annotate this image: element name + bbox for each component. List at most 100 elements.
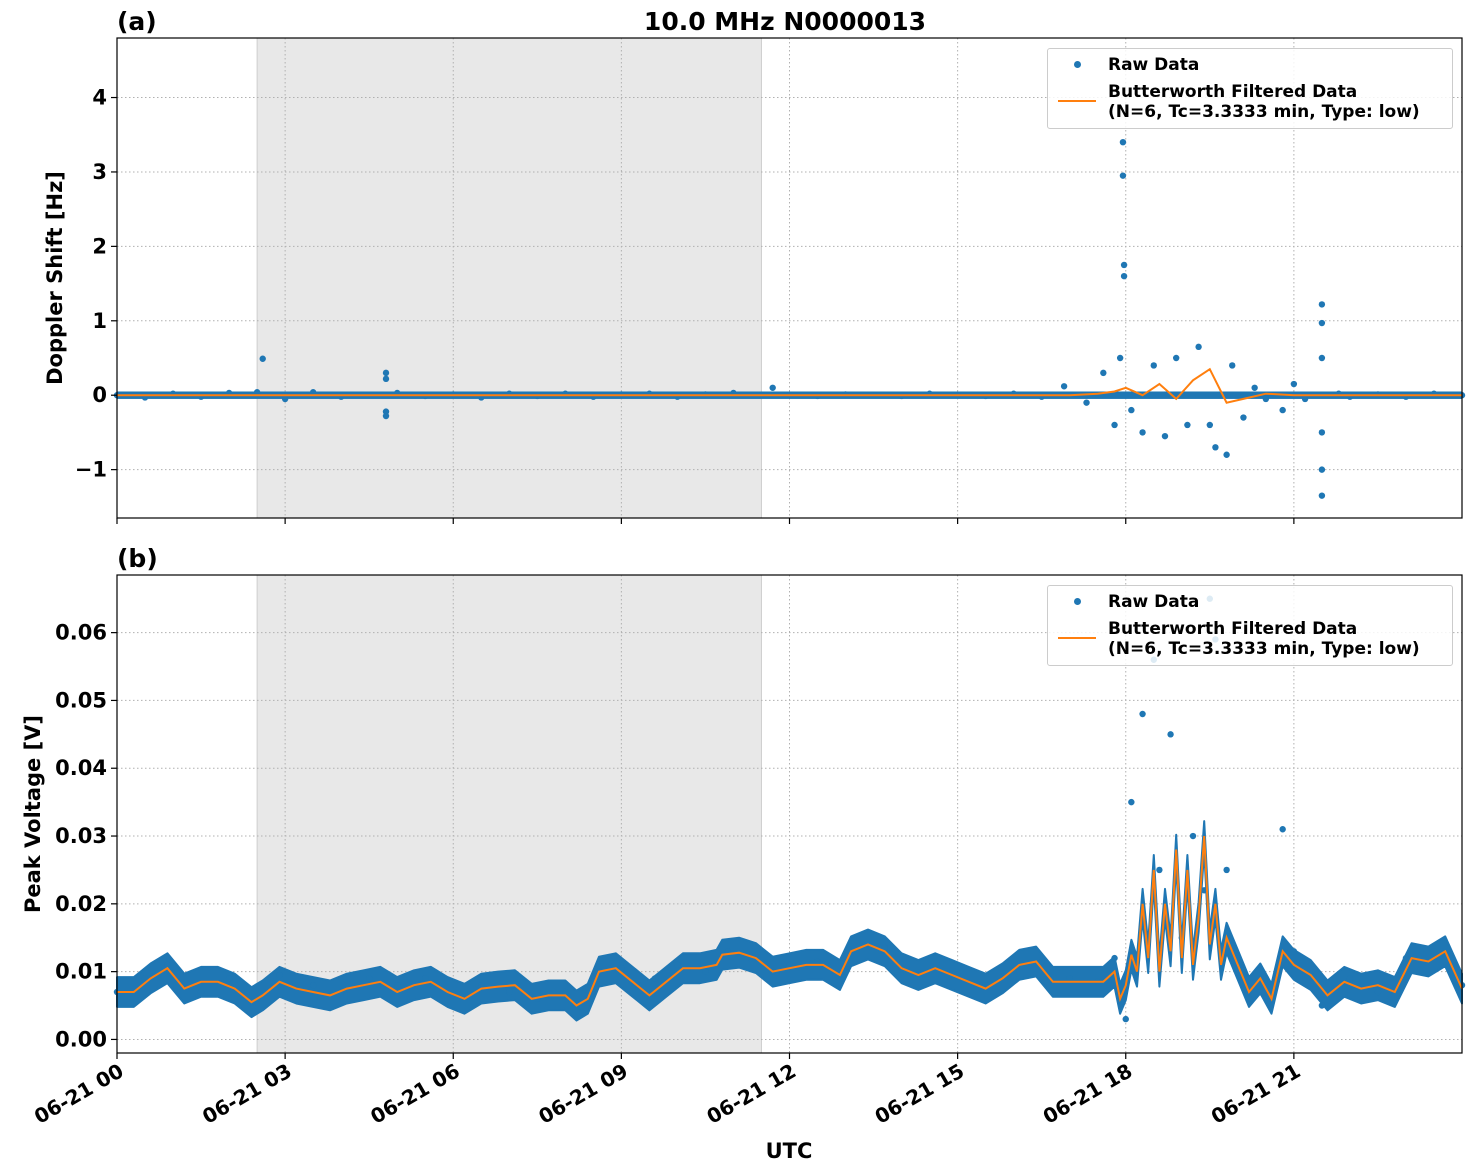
raw-point bbox=[1119, 138, 1127, 146]
raw-point bbox=[881, 944, 888, 952]
legend-label-filtered-a: Butterworth Filtered Data (N=6, Tc=3.333… bbox=[1108, 82, 1420, 122]
raw-point bbox=[651, 975, 659, 982]
raw-point bbox=[1189, 832, 1197, 840]
raw-point bbox=[1301, 395, 1309, 403]
ylabel-b: Peak Voltage [V] bbox=[21, 715, 45, 913]
raw-point bbox=[197, 988, 205, 996]
ytick-label: 1 bbox=[92, 309, 107, 333]
raw-point bbox=[1156, 866, 1163, 874]
xtick-label: 06-21 18 bbox=[1039, 1059, 1137, 1129]
raw-point bbox=[164, 961, 171, 969]
raw-point bbox=[1038, 958, 1045, 965]
raw-point bbox=[578, 1009, 586, 1016]
raw-point bbox=[1318, 466, 1326, 473]
xtick-label: 06-21 09 bbox=[534, 1059, 632, 1129]
chart-title: 10.0 MHz N0000013 bbox=[644, 7, 926, 36]
ytick-label: 0 bbox=[92, 383, 107, 407]
raw-point bbox=[1279, 406, 1286, 414]
filtered-series-b bbox=[117, 835, 1463, 1007]
legend-b: Raw Data Butterworth Filtered Data (N=6,… bbox=[1047, 585, 1453, 666]
ytick-label: 0.02 bbox=[55, 892, 107, 916]
dot-marker-icon bbox=[1058, 55, 1096, 75]
raw-point bbox=[1128, 798, 1135, 806]
legend-entry-raw-b: Raw Data bbox=[1058, 592, 1438, 612]
raw-point bbox=[1318, 429, 1326, 436]
xtick-label: 06-21 15 bbox=[871, 1059, 969, 1129]
ytick-label: 3 bbox=[92, 160, 107, 184]
shaded-region bbox=[256, 37, 762, 519]
yticks-b: 0.00 0.01 0.02 0.03 0.04 0.05 0.06 bbox=[55, 621, 117, 1051]
raw-point bbox=[1290, 380, 1298, 388]
xtick-label: 06-21 03 bbox=[198, 1059, 296, 1129]
raw-point bbox=[842, 968, 849, 975]
raw-point bbox=[1139, 429, 1146, 436]
grid-b bbox=[117, 575, 1462, 1053]
raw-point bbox=[1184, 421, 1191, 429]
raw-point bbox=[141, 975, 149, 982]
raw-point bbox=[1245, 995, 1253, 1002]
raw-point bbox=[1116, 354, 1124, 362]
raw-point bbox=[1318, 1002, 1326, 1009]
ylabel-a: Doppler Shift [Hz] bbox=[43, 171, 67, 385]
raw-point bbox=[1318, 301, 1326, 308]
raw-point bbox=[618, 965, 625, 972]
raw-point bbox=[1120, 272, 1128, 280]
night-shading-a bbox=[256, 37, 762, 519]
raw-point bbox=[382, 375, 390, 383]
xtick-label: 06-21 12 bbox=[702, 1059, 800, 1129]
line-marker-icon bbox=[1058, 619, 1096, 639]
raw-point bbox=[1122, 1015, 1129, 1023]
raw-point bbox=[1150, 362, 1157, 369]
raw-point bbox=[1374, 988, 1382, 996]
raw-point bbox=[1318, 319, 1326, 327]
xtick-label: 06-21 21 bbox=[1207, 1059, 1305, 1129]
raw-point bbox=[1240, 414, 1247, 421]
legend-entry-filtered-b: Butterworth Filtered Data (N=6, Tc=3.333… bbox=[1058, 619, 1438, 659]
raw-point bbox=[1212, 444, 1219, 451]
raw-point bbox=[1262, 975, 1270, 982]
raw-point bbox=[1279, 826, 1286, 833]
xtick-label: 06-21 06 bbox=[366, 1059, 464, 1129]
ytick-label: 2 bbox=[92, 234, 107, 258]
raw-point bbox=[309, 389, 317, 396]
raw-point bbox=[382, 408, 390, 415]
legend-entry-raw-a: Raw Data bbox=[1058, 55, 1438, 75]
raw-point bbox=[1172, 354, 1180, 362]
raw-point bbox=[1060, 383, 1068, 390]
ytick-label: −1 bbox=[75, 458, 107, 482]
legend-label-raw-b: Raw Data bbox=[1108, 592, 1200, 612]
legend-entry-filtered-a: Butterworth Filtered Data (N=6, Tc=3.333… bbox=[1058, 82, 1438, 122]
raw-point bbox=[365, 975, 373, 982]
raw-point bbox=[394, 981, 401, 989]
raw-point bbox=[1206, 421, 1214, 429]
filtered-line bbox=[117, 367, 1462, 404]
raw-point bbox=[1066, 975, 1073, 982]
filtered-series-a bbox=[117, 367, 1462, 404]
ytick-label: 0.05 bbox=[55, 688, 107, 712]
raw-point bbox=[702, 968, 709, 975]
raw-point bbox=[674, 961, 681, 969]
raw-point bbox=[1119, 172, 1127, 179]
raw-point bbox=[1223, 866, 1230, 874]
raw-point bbox=[259, 355, 266, 362]
filtered-line bbox=[117, 835, 1463, 1007]
raw-point bbox=[786, 961, 793, 969]
ytick-label: 0.00 bbox=[55, 1027, 107, 1051]
raw-point bbox=[1290, 948, 1298, 955]
panel-label-b: (b) bbox=[117, 544, 158, 573]
ytick-label: 0.03 bbox=[55, 824, 107, 848]
ytick-label: 0.01 bbox=[55, 960, 107, 984]
raw-point bbox=[225, 975, 233, 982]
xticks-b: 06-21 00 06-21 03 06-21 06 06-21 09 06-21 12… bbox=[30, 1053, 1304, 1129]
legend-a: Raw Data Butterworth Filtered Data (N=6,… bbox=[1047, 48, 1453, 129]
raw-point bbox=[1402, 954, 1410, 962]
dot-marker-icon bbox=[1058, 592, 1096, 612]
raw-point bbox=[814, 958, 821, 965]
raw-point bbox=[478, 981, 485, 989]
raw-point bbox=[1139, 710, 1146, 718]
raw-point bbox=[253, 389, 261, 396]
xlabel: UTC bbox=[766, 1139, 813, 1163]
xticks-a bbox=[116, 518, 1295, 524]
raw-point bbox=[1318, 492, 1326, 499]
raw-point bbox=[382, 412, 390, 420]
